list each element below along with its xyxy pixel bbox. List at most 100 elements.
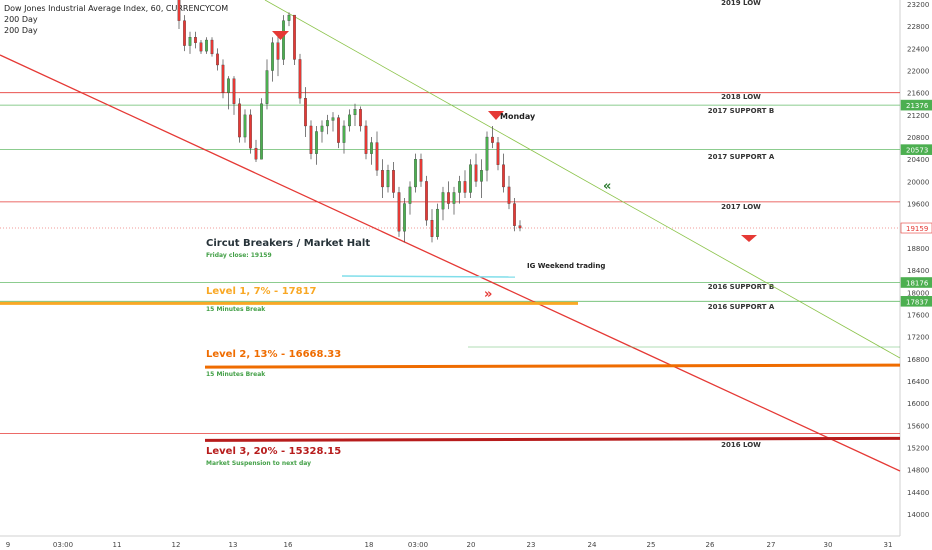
x-tick-label: 23 <box>527 541 536 549</box>
y-tick-label: 15600 <box>907 422 929 430</box>
candle-body <box>320 125 324 132</box>
candle-body <box>276 42 280 60</box>
monday-label: Monday <box>500 112 536 121</box>
x-tick-label: 26 <box>706 541 715 549</box>
price-tag-label: 21376 <box>906 102 929 110</box>
candle-body <box>353 109 357 116</box>
candle-body <box>183 20 186 46</box>
price-tag-label: 19159 <box>906 225 928 233</box>
red-trend-line <box>0 54 901 472</box>
x-tick-label: 11 <box>113 541 122 549</box>
candle-body <box>298 59 302 99</box>
candle-body <box>359 109 362 127</box>
candle-body <box>337 117 340 143</box>
candle-body <box>326 120 329 127</box>
candle-body <box>414 159 417 188</box>
y-tick-label: 21200 <box>907 112 929 120</box>
y-tick-label: 18800 <box>907 245 929 253</box>
y-tick-label: 15200 <box>907 444 929 452</box>
candle-body <box>496 142 500 165</box>
y-tick-label: 17600 <box>907 311 929 319</box>
chart-legend: Dow Jones Industrial Average Index, 60, … <box>4 3 228 36</box>
level-label: 2016 SUPPORT B <box>708 283 774 291</box>
price-tag <box>900 144 932 155</box>
candle-body <box>342 125 346 143</box>
x-tick-label: 16 <box>284 541 293 549</box>
indicator-label-1: 200 Day <box>4 15 38 24</box>
candle-body <box>293 14 296 60</box>
candle-body <box>375 142 379 171</box>
y-tick-label: 22400 <box>907 45 929 53</box>
candle-body <box>304 98 307 127</box>
down-arrow-marker <box>488 111 504 120</box>
x-tick-label: 31 <box>884 541 893 549</box>
x-tick-label: 25 <box>647 541 656 549</box>
candle-body <box>507 186 511 204</box>
candle-body <box>216 53 219 66</box>
candle-body <box>513 203 516 226</box>
y-tick-label: 22000 <box>907 68 929 76</box>
candle-body <box>502 164 505 188</box>
circuit-level-label: Level 1, 7% - 17817 <box>206 286 317 297</box>
level-label: 2016 SUPPORT A <box>708 303 775 311</box>
candle-body <box>386 170 390 188</box>
weekend-line <box>341 275 516 278</box>
candle-body <box>458 181 461 193</box>
y-tick-label: 18400 <box>907 267 929 275</box>
double-chevron-right-icon: » <box>484 287 492 302</box>
circuit-heading: Circut Breakers / Market Halt <box>206 238 370 249</box>
price-tag <box>900 277 932 288</box>
candle-body <box>430 220 434 237</box>
x-tick-label: 13 <box>229 541 238 549</box>
price-tag <box>900 99 932 111</box>
candle-body <box>419 159 423 182</box>
circuit-level-label: Level 2, 13% - 16668.33 <box>206 349 341 360</box>
y-tick-label: 14000 <box>907 511 929 519</box>
candle-body <box>463 181 467 193</box>
candle-body <box>408 186 412 204</box>
weekend-trading-label: IG Weekend trading <box>527 262 605 270</box>
candle-body <box>392 170 395 193</box>
y-tick-label: 20400 <box>907 156 929 164</box>
level3-line <box>204 436 901 442</box>
candle-body <box>227 78 230 93</box>
price-tag <box>900 222 932 234</box>
x-tick-label: 24 <box>588 541 597 549</box>
price-tag-label: 18176 <box>906 280 929 288</box>
candle-body <box>221 64 225 93</box>
candle-body <box>485 136 489 171</box>
y-tick-label: 14800 <box>907 467 929 475</box>
friday-close-label: Friday close: 19159 <box>206 252 272 259</box>
y-tick-label: 20800 <box>907 134 929 142</box>
price-tag-label: 20573 <box>906 147 928 155</box>
level-label: 2017 LOW <box>721 203 761 211</box>
candle-body <box>403 203 406 232</box>
x-tick-label: 20 <box>467 541 476 549</box>
candle-body <box>441 192 445 210</box>
candle-body <box>452 192 456 204</box>
candle-body <box>364 125 368 154</box>
circuit-level-note: 15 Minutes Break <box>206 371 266 378</box>
y-tick-label: 23200 <box>907 1 929 9</box>
candle-body <box>265 70 269 104</box>
candle-body <box>469 164 472 193</box>
y-tick-label: 16400 <box>907 378 929 386</box>
candle-body <box>436 208 439 237</box>
y-tick-label: 21600 <box>907 90 929 98</box>
green-trend-line <box>264 0 901 359</box>
y-tick-label: 16800 <box>907 356 929 364</box>
candle-body <box>315 131 318 154</box>
down-arrow-marker <box>741 235 757 242</box>
y-tick-label: 19600 <box>907 201 929 209</box>
candle-body <box>188 37 192 46</box>
price-tag-label: 17837 <box>906 298 928 306</box>
circuit-level-note: 15 Minutes Break <box>206 306 266 313</box>
level-label: 2017 SUPPORT B <box>708 107 774 115</box>
x-tick-label: 03:00 <box>53 541 73 549</box>
candle-body <box>309 125 313 154</box>
candle-body <box>210 39 214 55</box>
candle-body <box>474 164 478 182</box>
candle-body <box>249 114 252 149</box>
indicator-label-2: 200 Day <box>4 26 38 35</box>
